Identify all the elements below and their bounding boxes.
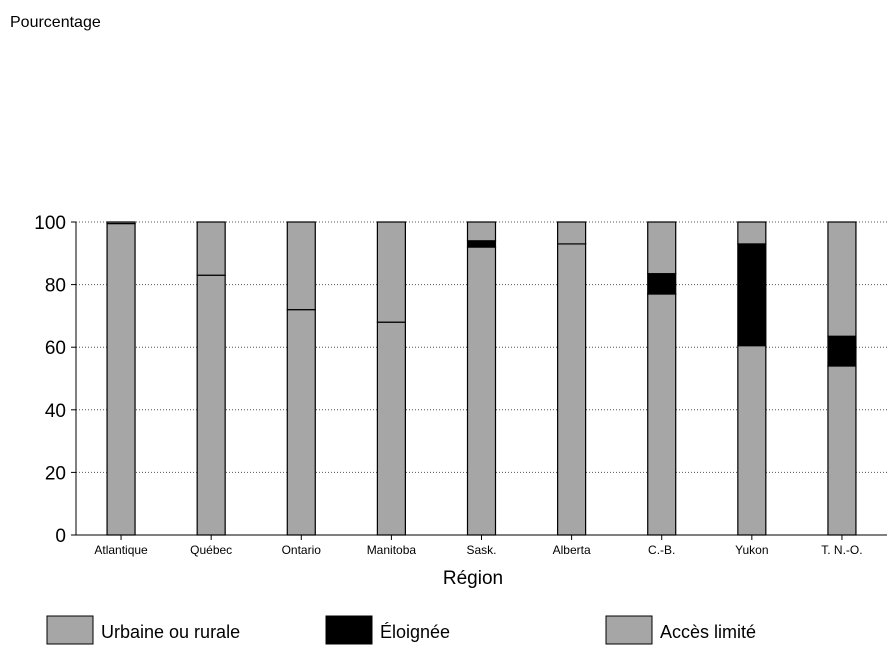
- bar-segment: [286, 221, 316, 311]
- x-tick-label: Yukon: [735, 543, 768, 557]
- bar-segment: [827, 221, 857, 337]
- bar-segment: [286, 309, 316, 536]
- y-tick-label: 20: [45, 463, 66, 484]
- legend-swatch: [46, 615, 94, 645]
- x-tick-label: Atlantique: [94, 543, 148, 557]
- bar-segment: [466, 246, 497, 536]
- bar-segment: [647, 273, 677, 295]
- bar-segment: [196, 221, 226, 276]
- x-tick-label: Alberta: [553, 543, 591, 557]
- bar-segment: [466, 221, 497, 242]
- bar-segment: [106, 222, 136, 536]
- x-axis-title: Région: [443, 568, 503, 589]
- bar-segment: [827, 335, 857, 367]
- bar-segment: [737, 221, 767, 245]
- y-tick-label: 40: [45, 401, 66, 422]
- bar-segment: [647, 221, 677, 275]
- bar-segment: [106, 221, 136, 225]
- bar-segment: [557, 243, 587, 536]
- bar-segment: [827, 365, 857, 536]
- x-tick-label: T. N.-O.: [821, 543, 862, 557]
- bar-segment: [466, 240, 497, 248]
- x-tick-label: Ontario: [282, 543, 322, 557]
- bar-segment: [737, 345, 767, 536]
- bar-segment: [737, 243, 767, 347]
- bar-segment: [557, 221, 587, 245]
- x-tick-label: C.-B.: [648, 543, 675, 557]
- legend-label: Accès limité: [660, 622, 756, 642]
- legend-label: Urbaine ou rurale: [101, 622, 240, 642]
- y-tick-label: 60: [45, 338, 66, 359]
- bar-segment: [196, 274, 226, 536]
- axes: 0 20 40 60 80 100 Atlantique Québec Ontario Manit…: [34, 213, 887, 557]
- legend: Urbaine ou rurale Éloignée Accès limité: [46, 615, 756, 645]
- bars: [106, 221, 857, 536]
- legend-label: Éloignée: [380, 622, 450, 642]
- y-axis-label: Pourcentage: [10, 14, 101, 31]
- x-tick-label: Sask.: [466, 543, 496, 557]
- legend-swatch: [605, 615, 653, 645]
- x-tick-label: Québec: [190, 543, 232, 557]
- bar-segment: [647, 293, 677, 536]
- x-tick-label: Manitoba: [367, 543, 417, 557]
- y-tick-label: 100: [34, 213, 66, 234]
- bar-segment: [376, 221, 406, 323]
- bar-segment: [376, 321, 406, 536]
- legend-swatch: [325, 615, 373, 645]
- y-tick-label: 0: [55, 526, 66, 547]
- y-tick-label: 80: [45, 276, 66, 297]
